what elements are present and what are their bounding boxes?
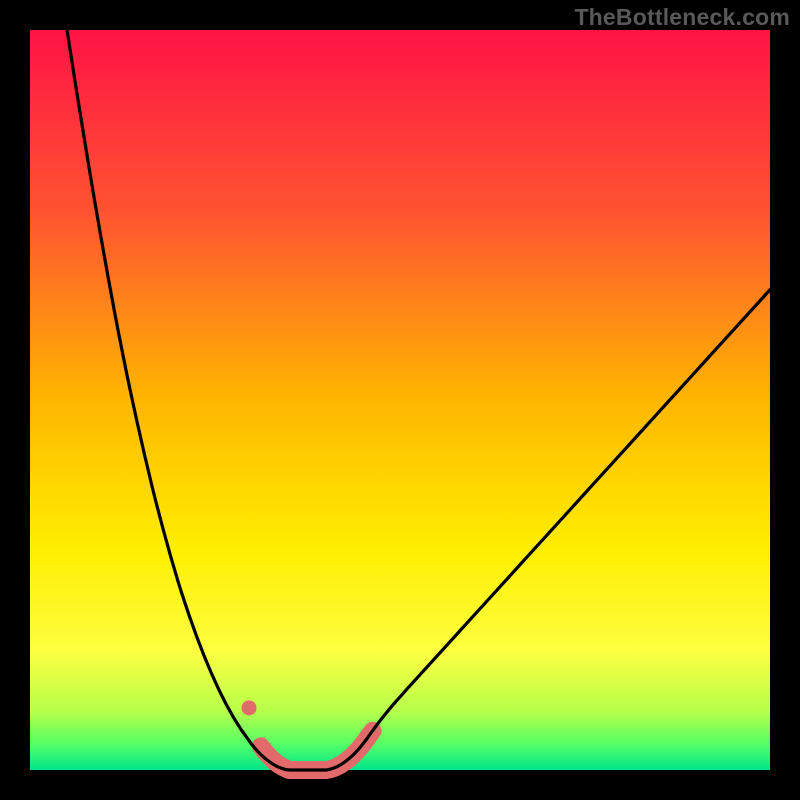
bottleneck-chart: TheBottleneck.com: [0, 0, 800, 800]
watermark-text: TheBottleneck.com: [574, 4, 790, 31]
plot-background: [30, 30, 770, 770]
chart-svg: [0, 0, 800, 800]
bottleneck-outlier-dot: [242, 700, 257, 715]
